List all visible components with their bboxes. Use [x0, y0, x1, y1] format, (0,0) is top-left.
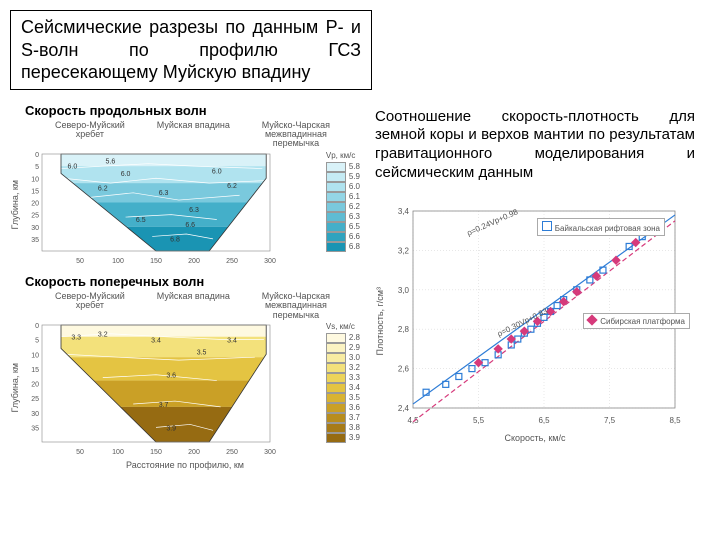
svg-text:5: 5 — [35, 338, 39, 345]
svg-text:30: 30 — [31, 225, 39, 232]
s-profile-chart: 3.33.23.43.53.63.73.93.45010015020025030… — [10, 320, 310, 460]
s-ylabel: Глубина, км — [10, 363, 20, 413]
s-legend: Vs, км/с2.82.93.03.23.33.43.53.63.73.83.… — [326, 322, 360, 443]
svg-text:3.4: 3.4 — [227, 338, 237, 345]
main-layout: Скорость продольных волн Северо-Муйскийх… — [10, 98, 710, 471]
svg-text:200: 200 — [188, 258, 200, 265]
svg-text:25: 25 — [31, 396, 39, 403]
scatter-legend-1: Байкальская рифтовая зона — [537, 218, 665, 236]
p-legend: Vp, км/с5.85.96.06.16.26.36.56.66.8 — [326, 151, 360, 252]
svg-text:5.6: 5.6 — [106, 159, 116, 166]
svg-text:5: 5 — [35, 164, 39, 171]
s-profile-block: Северо-Муйскийхребет Муйская впадина Муй… — [10, 292, 360, 470]
scatter-ylabel: Плотность, г/см³ — [375, 287, 385, 356]
svg-text:7,5: 7,5 — [604, 416, 616, 425]
region-label: Муйско-Чарскаямежвпадиннаяперемычка — [262, 292, 330, 320]
svg-text:6,5: 6,5 — [538, 416, 550, 425]
svg-text:2,4: 2,4 — [398, 404, 410, 413]
region-label: Муйско-Чарскаямежвпадиннаяперемычка — [262, 121, 330, 149]
svg-text:3.2: 3.2 — [98, 332, 108, 339]
svg-text:15: 15 — [31, 367, 39, 374]
p-section-title: Скорость продольных волн — [25, 103, 360, 118]
svg-text:0: 0 — [35, 323, 39, 330]
region-label: Муйская впадина — [157, 292, 230, 320]
svg-text:6.0: 6.0 — [68, 163, 78, 170]
svg-text:3.4: 3.4 — [151, 338, 161, 345]
svg-text:200: 200 — [188, 449, 200, 456]
right-column: Соотношение скорость-плотность для земно… — [375, 98, 695, 471]
svg-text:3,2: 3,2 — [398, 246, 410, 255]
svg-text:30: 30 — [31, 411, 39, 418]
svg-text:15: 15 — [31, 188, 39, 195]
svg-text:10: 10 — [31, 176, 39, 183]
svg-text:3.7: 3.7 — [159, 402, 169, 409]
left-column: Скорость продольных волн Северо-Муйскийх… — [10, 98, 360, 471]
svg-text:300: 300 — [264, 258, 276, 265]
svg-text:2,8: 2,8 — [398, 325, 410, 334]
svg-text:3.9: 3.9 — [166, 425, 176, 432]
s-region-labels: Северо-Муйскийхребет Муйская впадина Муй… — [10, 292, 360, 320]
svg-text:10: 10 — [31, 352, 39, 359]
region-label: Северо-Муйскийхребет — [55, 121, 125, 149]
scatter-block: 4,5 5,5 6,5 7,5 8,5 2,4 2,6 2,8 3,0 3,2 3,4 Плотно… — [375, 203, 695, 443]
svg-text:6.3: 6.3 — [189, 207, 199, 214]
region-label: Северо-Муйскийхребет — [55, 292, 125, 320]
svg-text:6.2: 6.2 — [98, 185, 108, 192]
p-profile-block: Северо-Муйскийхребет Муйская впадина Муй… — [10, 121, 360, 269]
svg-text:3,4: 3,4 — [398, 207, 410, 216]
svg-text:3.5: 3.5 — [197, 349, 207, 356]
svg-text:20: 20 — [31, 200, 39, 207]
svg-text:150: 150 — [150, 258, 162, 265]
svg-text:3.6: 3.6 — [166, 373, 176, 380]
svg-text:5,5: 5,5 — [473, 416, 485, 425]
svg-text:8,5: 8,5 — [669, 416, 681, 425]
svg-text:6.0: 6.0 — [121, 171, 131, 178]
s-xlabel: Расстояние по профилю, км — [10, 460, 360, 470]
svg-text:150: 150 — [150, 449, 162, 456]
svg-text:250: 250 — [226, 258, 238, 265]
svg-text:2,6: 2,6 — [398, 364, 410, 373]
svg-text:35: 35 — [31, 237, 39, 244]
svg-text:6.2: 6.2 — [227, 183, 237, 190]
scatter-legend-2: Сибирская платформа — [583, 313, 690, 329]
svg-text:6.6: 6.6 — [185, 222, 195, 229]
svg-text:35: 35 — [31, 426, 39, 433]
svg-text:20: 20 — [31, 382, 39, 389]
p-region-labels: Северо-Муйскийхребет Муйская впадина Муй… — [10, 121, 360, 149]
svg-text:50: 50 — [76, 258, 84, 265]
svg-text:6.3: 6.3 — [159, 190, 169, 197]
s-section-title: Скорость поперечных волн — [25, 274, 360, 289]
svg-text:3.3: 3.3 — [71, 335, 81, 342]
scatter-xlabel: Скорость, км/с — [375, 433, 695, 443]
title-box: Сейсмические разрезы по данным P- и S-во… — [10, 10, 372, 90]
svg-text:4,5: 4,5 — [407, 416, 419, 425]
svg-text:100: 100 — [112, 449, 124, 456]
svg-text:300: 300 — [264, 449, 276, 456]
right-title: Соотношение скорость-плотность для земно… — [375, 108, 695, 183]
svg-text:3,0: 3,0 — [398, 285, 410, 294]
svg-text:25: 25 — [31, 212, 39, 219]
svg-text:6.5: 6.5 — [136, 217, 146, 224]
svg-text:6.0: 6.0 — [212, 168, 222, 175]
svg-text:100: 100 — [112, 258, 124, 265]
svg-text:50: 50 — [76, 449, 84, 456]
region-label: Муйская впадина — [157, 121, 230, 149]
p-profile-chart: 6.05.66.06.26.36.36.66.56.86.06.25010015… — [10, 149, 310, 269]
p-ylabel: Глубина, км — [10, 180, 20, 230]
svg-text:0: 0 — [35, 152, 39, 159]
svg-text:6.8: 6.8 — [170, 236, 180, 243]
svg-text:250: 250 — [226, 449, 238, 456]
